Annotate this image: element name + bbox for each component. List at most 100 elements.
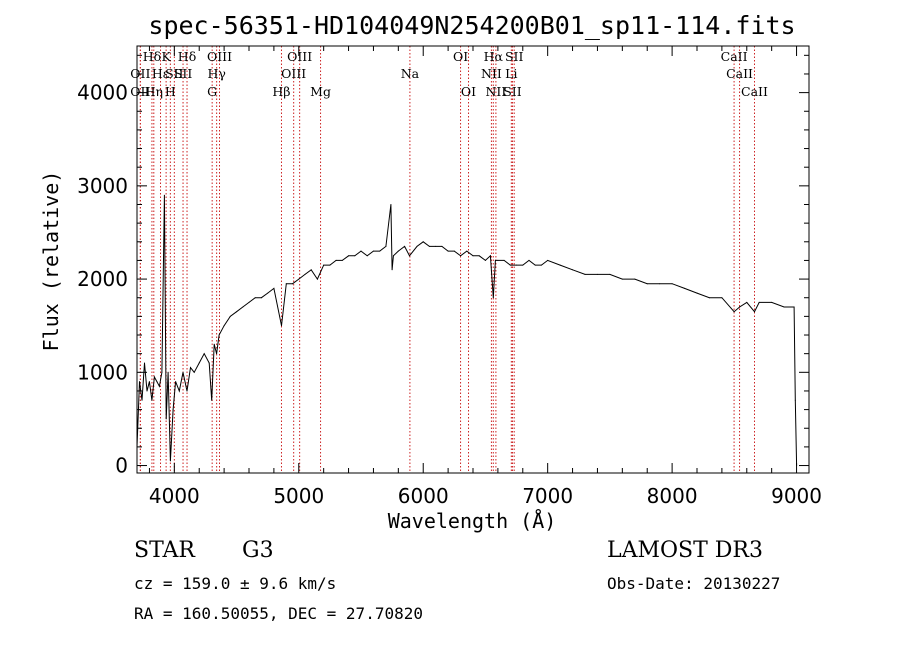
data-point-0-57 [391,269,393,271]
data-point-0-79 [509,264,511,266]
data-point-0-54 [379,250,381,252]
data-point-0-74 [489,255,491,257]
data-point-0-78 [503,259,505,261]
data-point-0-12 [165,418,167,420]
y-axis-label: Flux (relative) [39,171,63,352]
x-axis-label: Wavelength (Å) [388,509,557,533]
data-point-0-101 [739,306,741,308]
data-point-0-6 [151,399,153,401]
data-point-0-75 [492,297,494,299]
line-label-13: OIII [287,49,312,64]
data-point-0-37 [273,287,275,289]
data-point-0-34 [254,297,256,299]
line-label-27: CaII [726,66,753,81]
data-point-0-108 [794,399,796,401]
data-point-0-43 [310,269,312,271]
data-point-0-21 [193,371,195,373]
data-point-0-41 [298,278,300,280]
data-point-0-18 [182,371,184,373]
data-point-0-84 [540,264,542,266]
data-point-0-13 [167,371,169,373]
data-point-0-71 [472,255,474,257]
data-point-0-91 [621,278,623,280]
y-tick-label-4000: 4000 [77,81,128,105]
data-point-0-14 [169,460,171,462]
x-tick-label-6000: 6000 [398,484,449,508]
data-point-0-73 [484,259,486,261]
line-label-14: OIII [281,66,306,81]
line-label-24: NII [485,84,506,99]
data-point-0-69 [460,255,462,257]
x-tick-label-5000: 5000 [273,484,324,508]
line-label-7: H [165,84,176,99]
line-label-19: OI [461,84,476,99]
line-label-6: SII [165,66,184,81]
y-axis-ticks: 0 1000 2000 3000 4000 [77,54,809,478]
data-point-0-95 [671,283,673,285]
data-point-0-51 [360,250,362,252]
data-point-0-103 [754,311,755,313]
line-label-20: Hα [484,49,504,64]
data-point-0-64 [428,245,430,247]
data-point-0-50 [354,255,356,257]
line-label-22: NII [481,66,502,81]
line-label-26: CaII [721,49,748,64]
line-label-17: Na [401,66,420,81]
data-point-0-93 [646,283,648,285]
data-point-0-62 [416,245,418,247]
data-point-0-77 [497,259,499,261]
data-point-0-20 [190,367,191,369]
chart-title: spec-56351-HD104049N254200B01_sp11-114.f… [148,11,795,40]
data-point-0-82 [528,259,530,261]
survey-name: LAMOST DR3 [607,538,763,563]
data-point-0-47 [335,259,337,261]
line-label-9: SII [174,66,193,81]
x-tick-label-9000: 9000 [771,484,822,508]
data-point-0-70 [466,250,468,252]
x-tick-label-7000: 7000 [522,484,573,508]
data-point-0-36 [267,292,269,294]
data-point-0-88 [584,273,586,275]
data-point-0-5 [148,381,150,383]
data-point-0-100 [733,311,735,313]
data-point-0-66 [441,245,443,247]
line-label-0: Hδ [143,49,161,64]
data-point-0-85 [547,259,549,261]
data-point-0-63 [422,241,424,243]
data-point-0-99 [721,297,723,299]
series-line-0 [136,195,798,466]
data-point-0-24 [208,362,210,364]
data-point-0-39 [285,283,287,285]
data-point-0-27 [216,353,218,355]
y-tick-label-0: 0 [115,454,128,478]
data-point-0-52 [366,255,368,257]
data-point-0-22 [198,362,200,364]
data-point-0-61 [409,255,410,257]
data-point-0-49 [348,255,350,257]
line-label-28: CaII [741,84,768,99]
data-point-0-94 [659,283,661,285]
data-point-0-10 [161,371,163,373]
line-label-3: K [161,49,171,64]
data-point-0-92 [634,278,636,280]
spectrum-series [136,194,798,466]
line-label-11: Hγ [207,66,225,81]
data-point-0-97 [696,292,698,294]
data-point-0-60 [404,245,406,247]
data-point-0-16 [175,381,177,383]
y-tick-label-3000: 3000 [77,174,128,198]
line-label-4: Hε [152,66,169,81]
data-point-0-48 [341,259,343,261]
data-point-0-9 [158,385,160,387]
data-point-0-42 [304,273,306,275]
line-label-23: Li [505,66,517,81]
data-point-0-80 [516,264,518,266]
data-point-0-55 [385,245,387,247]
data-point-0-40 [292,283,294,285]
data-point-0-19 [186,390,188,392]
data-point-0-87 [572,269,574,271]
line-label-15: Hβ [272,84,290,99]
line-label-18: OI [453,49,468,64]
data-point-0-90 [609,273,611,275]
data-point-0-89 [596,273,598,275]
